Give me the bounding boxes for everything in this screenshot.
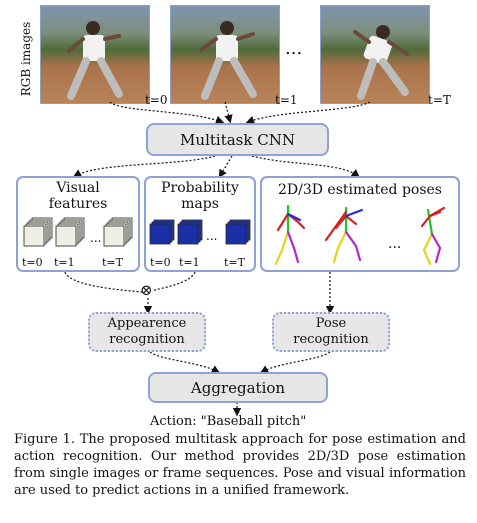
svg-text:...: ... <box>206 229 217 243</box>
svg-text:...: ... <box>90 231 101 245</box>
svg-text:...: ... <box>388 236 401 252</box>
multiply-operator-icon: ⊗ <box>140 281 153 299</box>
player-figure-icon <box>199 21 257 100</box>
panel-title: 2D/3D estimated poses <box>278 182 442 198</box>
probability-label: t=T <box>224 256 245 269</box>
player-figure-icon <box>67 21 123 100</box>
multitask-cnn-box: Multitask CNN <box>146 123 329 156</box>
feature-label: t=0 <box>22 256 43 269</box>
probability-label: t=0 <box>150 256 171 269</box>
rgb-frame-tT <box>320 5 430 104</box>
visual-features-panel: Visual features ... t=0 t=1 t=T <box>16 176 140 272</box>
rgb-frame-t1 <box>170 5 280 104</box>
panel-title: Probability maps <box>161 180 239 212</box>
probability-maps-panel: Probability maps ... t=0 t=1 t=T <box>144 176 256 272</box>
player-figure-icon <box>353 25 409 100</box>
appearance-recognition-box: Appearence recognition <box>88 312 206 352</box>
figure-caption: Figure 1. The proposed multitask approac… <box>14 432 466 498</box>
frame-label: t=1 <box>275 93 298 107</box>
action-output: Action: "Baseball pitch" <box>150 414 307 429</box>
aggregation-box: Aggregation <box>148 372 328 403</box>
panel-title: Visual features <box>48 180 108 212</box>
frame-label: t=T <box>428 93 451 107</box>
frames-ellipsis: ... <box>285 38 303 59</box>
estimated-poses-panel: 2D/3D estimated poses ... <box>260 176 460 272</box>
probability-map-icons: ... <box>149 219 251 245</box>
connector-arrows <box>64 101 371 417</box>
frame-label: t=0 <box>145 93 168 107</box>
pose-recognition-box: Pose recognition <box>272 312 390 352</box>
feature-stack-icons: ... <box>23 217 133 247</box>
feature-label: t=1 <box>54 256 75 269</box>
feature-label: t=T <box>102 256 123 269</box>
pose-skeleton-icons: ... <box>274 204 446 266</box>
rgb-frame-t0 <box>40 5 150 104</box>
probability-label: t=1 <box>179 256 200 269</box>
